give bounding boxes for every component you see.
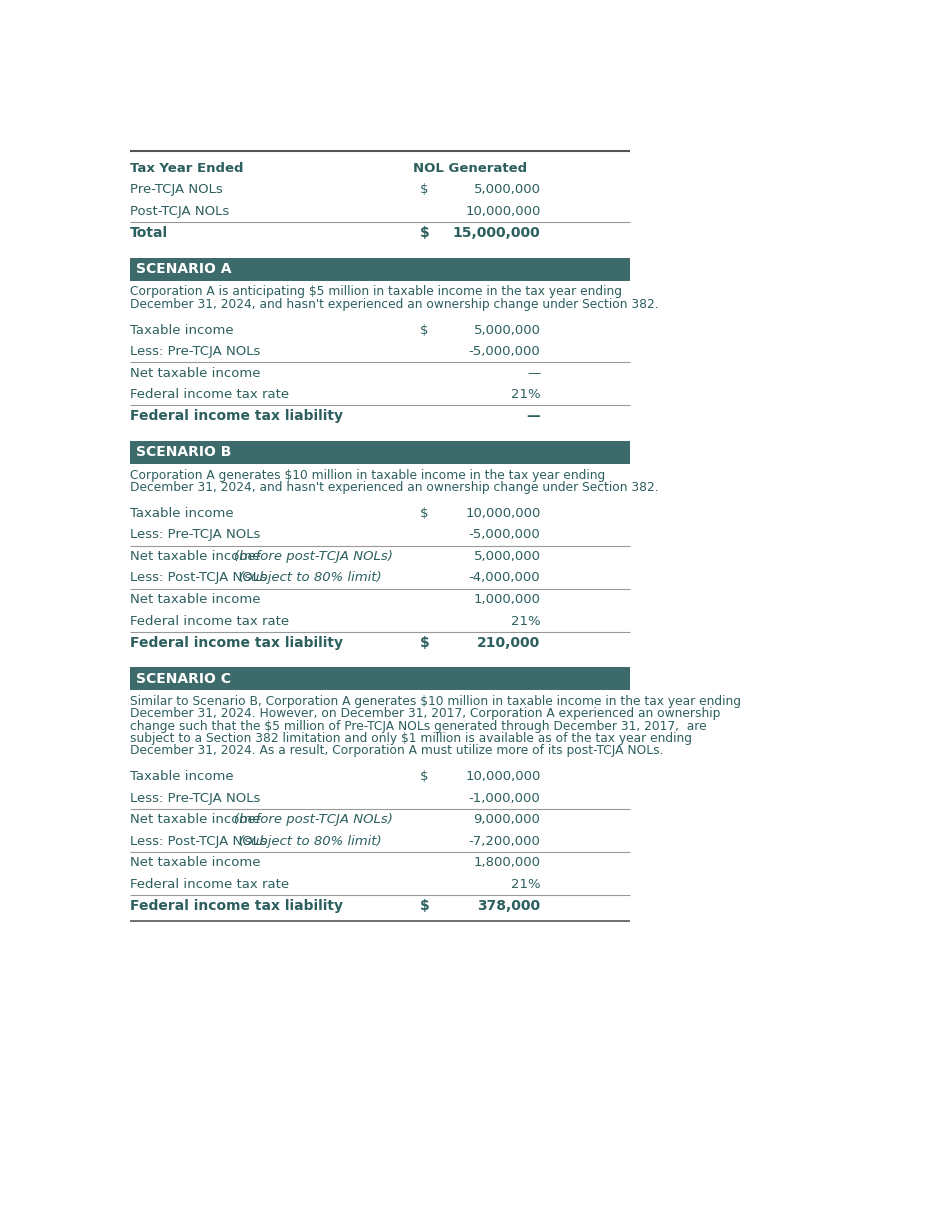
- Text: Net taxable income: Net taxable income: [129, 367, 260, 380]
- Text: Less: Post-TCJA NOLs: Less: Post-TCJA NOLs: [129, 571, 271, 584]
- Text: —: —: [526, 409, 540, 423]
- Bar: [129, 258, 629, 281]
- Text: $: $: [420, 184, 429, 196]
- Bar: [129, 667, 629, 691]
- Text: subject to a Section 382 limitation and only $1 million is available as of the t: subject to a Section 382 limitation and …: [129, 732, 691, 745]
- Text: 9,000,000: 9,000,000: [473, 813, 540, 826]
- Text: change such that the $5 million of Pre-TCJA NOLs generated through December 31, : change such that the $5 million of Pre-T…: [129, 720, 705, 732]
- Text: 10,000,000: 10,000,000: [464, 770, 540, 783]
- Text: SCENARIO B: SCENARIO B: [136, 445, 231, 460]
- Text: -7,200,000: -7,200,000: [468, 835, 540, 848]
- Text: Less: Pre-TCJA NOLs: Less: Pre-TCJA NOLs: [129, 529, 260, 541]
- Text: 1,000,000: 1,000,000: [473, 593, 540, 606]
- Text: Federal income tax liability: Federal income tax liability: [129, 409, 343, 423]
- Text: Federal income tax rate: Federal income tax rate: [129, 615, 289, 628]
- Text: 10,000,000: 10,000,000: [464, 204, 540, 218]
- Text: 378,000: 378,000: [477, 899, 540, 914]
- Text: Federal income tax rate: Federal income tax rate: [129, 878, 289, 891]
- Text: Taxable income: Taxable income: [129, 507, 233, 520]
- Text: $: $: [420, 899, 430, 914]
- Text: $: $: [420, 226, 430, 240]
- Text: -5,000,000: -5,000,000: [468, 345, 540, 358]
- Text: Federal income tax liability: Federal income tax liability: [129, 635, 343, 650]
- Text: Net taxable income: Net taxable income: [129, 593, 260, 606]
- Text: December 31, 2024, and hasn't experienced an ownership change under Section 382.: December 31, 2024, and hasn't experience…: [129, 480, 658, 494]
- Text: $: $: [420, 635, 430, 650]
- Text: December 31, 2024. As a result, Corporation A must utilize more of its post-TCJA: December 31, 2024. As a result, Corporat…: [129, 744, 663, 757]
- Text: 21%: 21%: [511, 388, 540, 402]
- Text: $: $: [420, 507, 429, 520]
- Text: 210,000: 210,000: [477, 635, 540, 650]
- Bar: [129, 440, 629, 463]
- Text: Tax Year Ended: Tax Year Ended: [129, 162, 243, 174]
- Text: -5,000,000: -5,000,000: [468, 529, 540, 541]
- Text: (subject to 80% limit): (subject to 80% limit): [239, 835, 381, 848]
- Text: (before post-TCJA NOLs): (before post-TCJA NOLs): [234, 813, 393, 826]
- Text: Total: Total: [129, 226, 168, 240]
- Text: Less: Post-TCJA NOLs: Less: Post-TCJA NOLs: [129, 835, 271, 848]
- Text: Federal income tax rate: Federal income tax rate: [129, 388, 289, 402]
- Text: —: —: [527, 367, 540, 380]
- Text: -1,000,000: -1,000,000: [468, 791, 540, 805]
- Text: Net taxable income: Net taxable income: [129, 549, 264, 563]
- Text: 1,800,000: 1,800,000: [473, 857, 540, 869]
- Text: 5,000,000: 5,000,000: [473, 184, 540, 196]
- Text: Less: Pre-TCJA NOLs: Less: Pre-TCJA NOLs: [129, 345, 260, 358]
- Text: 5,000,000: 5,000,000: [473, 323, 540, 336]
- Text: 15,000,000: 15,000,000: [452, 226, 540, 240]
- Text: 21%: 21%: [511, 878, 540, 891]
- Text: Federal income tax liability: Federal income tax liability: [129, 899, 343, 914]
- Text: NOL Generated: NOL Generated: [413, 162, 526, 174]
- Text: $: $: [420, 770, 429, 783]
- Text: 10,000,000: 10,000,000: [464, 507, 540, 520]
- Text: Taxable income: Taxable income: [129, 323, 233, 336]
- Text: SCENARIO C: SCENARIO C: [136, 672, 230, 686]
- Text: $: $: [420, 323, 429, 336]
- Text: Net taxable income: Net taxable income: [129, 813, 264, 826]
- Text: (before post-TCJA NOLs): (before post-TCJA NOLs): [234, 549, 393, 563]
- Text: December 31, 2024, and hasn't experienced an ownership change under Section 382.: December 31, 2024, and hasn't experience…: [129, 298, 658, 311]
- Text: Corporation A is anticipating $5 million in taxable income in the tax year endin: Corporation A is anticipating $5 million…: [129, 286, 621, 299]
- Text: Similar to Scenario B, Corporation A generates $10 million in taxable income in : Similar to Scenario B, Corporation A gen…: [129, 695, 740, 708]
- Text: 5,000,000: 5,000,000: [473, 549, 540, 563]
- Text: Post-TCJA NOLs: Post-TCJA NOLs: [129, 204, 228, 218]
- Text: Net taxable income: Net taxable income: [129, 857, 260, 869]
- Text: 21%: 21%: [511, 615, 540, 628]
- Text: SCENARIO A: SCENARIO A: [136, 263, 231, 276]
- Text: Pre-TCJA NOLs: Pre-TCJA NOLs: [129, 184, 222, 196]
- Text: Corporation A generates $10 million in taxable income in the tax year ending: Corporation A generates $10 million in t…: [129, 468, 604, 482]
- Text: -4,000,000: -4,000,000: [468, 571, 540, 584]
- Text: Taxable income: Taxable income: [129, 770, 233, 783]
- Text: (subject to 80% limit): (subject to 80% limit): [239, 571, 381, 584]
- Text: December 31, 2024. However, on December 31, 2017, Corporation A experienced an o: December 31, 2024. However, on December …: [129, 708, 719, 720]
- Text: Less: Pre-TCJA NOLs: Less: Pre-TCJA NOLs: [129, 791, 260, 805]
